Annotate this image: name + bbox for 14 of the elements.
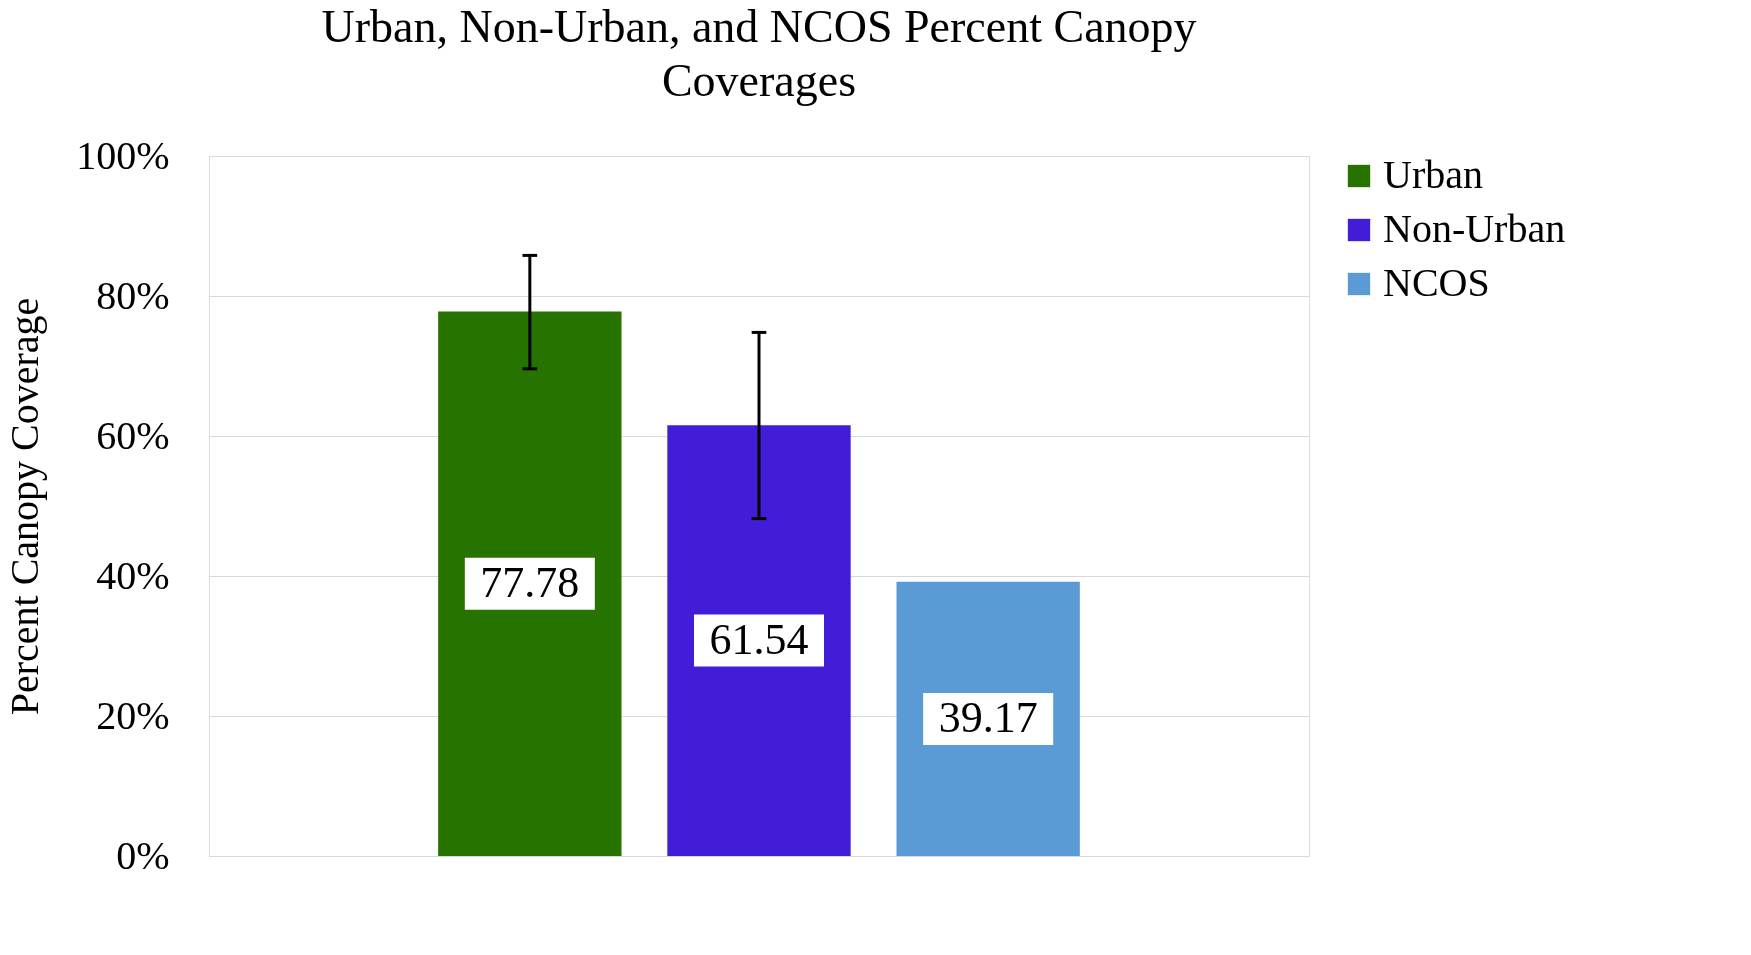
y-tick-label: 80%: [96, 272, 170, 318]
y-tick-label: 40%: [96, 552, 170, 598]
y-tick-label: 100%: [76, 132, 170, 178]
chart-title: Urban, Non-Urban, and NCOS Percent Canopy Coverages: [321, 1, 1197, 106]
data-label: 39.17: [938, 692, 1038, 742]
y-tick-label: 20%: [96, 692, 170, 738]
y-axis-title: Percent Canopy Coverage: [2, 297, 48, 716]
y-tick-label: 0%: [116, 832, 170, 878]
legend-label: Non-Urban: [1383, 206, 1566, 251]
data-label: 77.78: [480, 557, 580, 607]
data-label: 61.54: [709, 614, 809, 664]
y-tick-label: 60%: [96, 412, 170, 458]
legend-label: NCOS: [1383, 260, 1490, 305]
legend-label: Urban: [1383, 152, 1483, 197]
